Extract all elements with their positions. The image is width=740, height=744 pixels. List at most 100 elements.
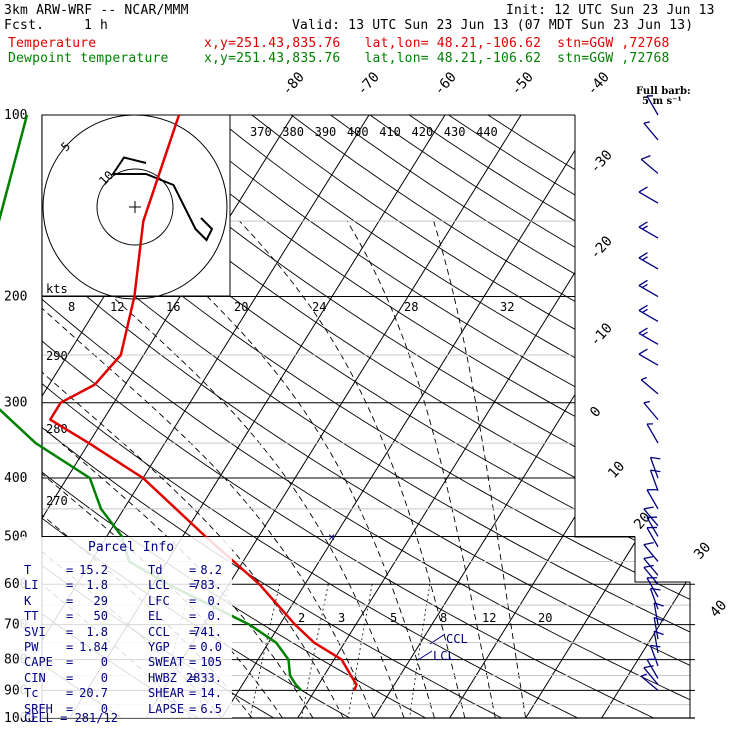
temperature-axis-label: -30: [587, 147, 616, 177]
pressure-label: 100: [4, 108, 27, 123]
isotherm-line: [374, 115, 740, 718]
parcel-key: PW: [24, 640, 38, 654]
wind-barb-staff: [641, 159, 658, 173]
theta-label: 410: [379, 125, 401, 139]
ccl-label: CCL: [446, 632, 468, 646]
wind-barb-flag: [650, 457, 660, 459]
isotherm-line: [222, 115, 597, 718]
wind-barb-staff: [647, 490, 658, 509]
parcel-key: LAPSE: [148, 702, 184, 716]
parcel-eq: =: [66, 671, 73, 685]
valid-time: Valid: 13 UTC Sun 23 Jun 13 (07 MDT Sun …: [292, 18, 693, 33]
wind-barb-flag: [642, 309, 647, 312]
wind-barb-flag: [642, 332, 647, 335]
wind-barbs: [639, 96, 664, 691]
legend-dewpoint-label: Dewpoint temperature: [8, 51, 169, 66]
parcel-key: CCL: [148, 625, 170, 639]
wind-barb-flag: [644, 402, 650, 403]
temperature-axis-label: 40: [707, 597, 730, 620]
legend-temperature-info: x,y=251.43,835.76 lat,lon= 48.21,-106.62…: [204, 36, 670, 51]
parcel-eq: =: [189, 594, 196, 608]
temperature-axis-label: -50: [508, 69, 537, 99]
init-time: Init: 12 UTC Sun 23 Jun 13: [506, 3, 715, 18]
hodograph-units: kts: [46, 282, 68, 296]
wind-barb-flag: [642, 226, 647, 229]
parcel-eq: =: [189, 671, 196, 685]
wind-barb-staff: [644, 545, 658, 562]
parcel-value: 783.: [193, 578, 222, 592]
parcel-key: SVI: [24, 625, 46, 639]
parcel-value: 0: [101, 655, 108, 669]
mixing-ratio-line: [250, 584, 280, 718]
parcel-eq: =: [66, 609, 73, 623]
theta-e-label: 16: [166, 300, 180, 314]
parcel-value: 1.8: [86, 578, 108, 592]
wind-barb-flag: [642, 257, 647, 260]
wind-barb-flag: [644, 557, 654, 559]
pressure-label: 200: [4, 290, 27, 305]
parcel-value: 1.8: [86, 625, 108, 639]
model-title: 3km ARW-WRF -- NCAR/MMM: [4, 3, 189, 18]
frame-right: [575, 115, 690, 718]
wind-barb-flag: [642, 284, 647, 287]
temperature-axis-label: 0: [587, 404, 605, 421]
theta-label: 370: [250, 125, 272, 139]
wind-barb-staff: [639, 286, 658, 297]
temperature-axis-label: 20: [631, 509, 654, 532]
parcel-eq: =: [189, 609, 196, 623]
wind-barb-flag: [644, 122, 650, 123]
theta-e-label: 20: [234, 300, 248, 314]
parcel-eq: =: [66, 686, 73, 700]
theta-e-label: 28: [404, 300, 418, 314]
parcel-value: 0: [101, 671, 108, 685]
temperature-axis-label: -10: [587, 320, 616, 350]
wind-barb-staff: [639, 354, 658, 365]
theta-label: 380: [282, 125, 304, 139]
parcel-value: 20.7: [79, 686, 108, 700]
mixing-ratio-label: 2: [298, 611, 305, 625]
lcl-label: LCL: [433, 649, 455, 663]
wind-barb-staff: [639, 333, 658, 344]
parcel-value: 0.0: [200, 640, 222, 654]
parcel-cell: CELL = 281/12: [24, 711, 118, 725]
parcel-key: HWBZ: [148, 671, 177, 685]
legend-dewpoint-info: x,y=251.43,835.76 lat,lon= 48.21,-106.62…: [204, 51, 670, 66]
wind-barb-flag: [641, 378, 647, 380]
parcel-value: 741.: [193, 625, 222, 639]
pressure-label: 300: [4, 396, 27, 411]
temperature-axis-label: 30: [691, 539, 714, 562]
wind-barb-staff: [639, 227, 658, 238]
wind-barb-flag: [654, 631, 663, 634]
lcl-arrow: [418, 651, 432, 660]
parcel-key: EL: [148, 609, 162, 623]
parcel-key: Td: [148, 563, 162, 577]
theta-label: 390: [315, 125, 337, 139]
parcel-key: LCL: [148, 578, 170, 592]
theta-e-label: 24: [312, 300, 326, 314]
parcel-eq: =: [66, 640, 73, 654]
wind-barb-flag: [639, 187, 648, 192]
dry-adiabat: [291, 115, 740, 731]
mixing-ratio-label: 5: [390, 611, 397, 625]
theta-label: 430: [444, 125, 466, 139]
mixing-ratio-label: 20: [538, 611, 552, 625]
parcel-value: 1.84: [79, 640, 108, 654]
parcel-key: SWEAT: [148, 655, 184, 669]
temperature-axis-label: -20: [587, 233, 616, 263]
parcel-key: Tc: [24, 686, 38, 700]
wind-barb-flag: [644, 543, 654, 545]
pressure-label: 400: [4, 471, 27, 486]
parcel-eq: =: [189, 702, 196, 716]
mixing-ratio-line: [348, 584, 372, 718]
temperature-axis-label: 10: [605, 458, 628, 481]
forecast-value: 1 h: [84, 18, 108, 33]
parcel-info-title: Parcel Info: [88, 540, 174, 555]
parcel-key: K: [24, 594, 31, 608]
mixing-ratio-label: 3: [338, 611, 345, 625]
parcel-key: T: [24, 563, 31, 577]
theta-e-label: 8: [68, 300, 75, 314]
parcel-key: CIN: [24, 671, 46, 685]
isotherm-line: [298, 115, 673, 718]
barb-legend-value: 5 m s⁻¹: [642, 96, 682, 107]
